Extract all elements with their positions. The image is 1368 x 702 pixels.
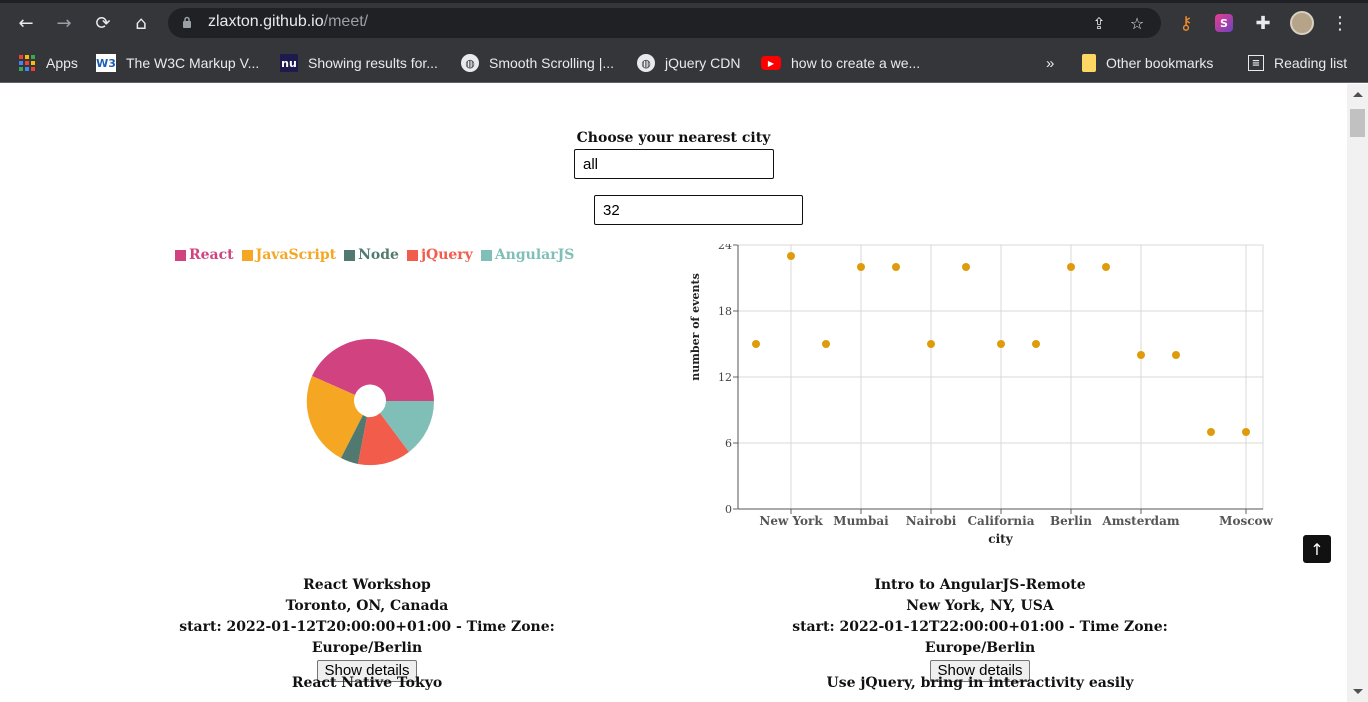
url-text: zlaxton.github.io/meet/ (208, 13, 369, 30)
pie-legend: React JavaScript Node jQuery AngularJS (175, 247, 582, 263)
home-icon[interactable]: ⌂ (135, 12, 147, 34)
address-bar[interactable]: zlaxton.github.io/meet/ ⇪ ☆ (168, 8, 1161, 38)
x-tick-label: Mumbai (833, 514, 889, 528)
scatter-point (1172, 351, 1180, 359)
y-tick-label: 24 (718, 244, 732, 252)
city-select-label: Choose your nearest city (576, 130, 771, 146)
bookmark-youtube[interactable]: ▶ how to create a we... (761, 53, 920, 73)
scrollbar-thumb[interactable] (1350, 109, 1365, 137)
reading-list-button[interactable]: ≡ Reading list (1248, 53, 1347, 73)
y-axis-label: number of events (689, 273, 702, 381)
bookmark-star-icon[interactable]: ☆ (1129, 13, 1145, 33)
forward-icon[interactable]: → (56, 12, 72, 34)
event-title: React Native Tokyo (291, 675, 443, 691)
scatter-point (857, 263, 865, 271)
folder-icon (1082, 54, 1096, 72)
number-of-events-input[interactable] (594, 195, 803, 225)
scatter-point (892, 263, 900, 271)
bookmarks-overflow-button[interactable]: » (1046, 54, 1055, 72)
scatter-point (1207, 428, 1215, 436)
bookmarks-bar: Apps W3 The W3C Markup V... nu Showing r… (0, 43, 1368, 83)
genre-pie-chart (306, 338, 435, 466)
x-tick-label: California (968, 514, 1035, 528)
back-icon[interactable]: ← (18, 12, 34, 34)
event-location: New York, NY, USA (906, 598, 1054, 614)
scatter-point (822, 340, 830, 348)
pie-slice-react (312, 338, 434, 401)
y-tick-label: 0 (725, 503, 732, 516)
scatter-plot-area: 0 6 12 18 24 New York Mumbai Nairobi California B… (689, 244, 1274, 546)
x-tick-label: Moscow (1219, 514, 1273, 528)
page-content: Choose your nearest city React JavaScrip… (0, 84, 1347, 702)
apps-grid-icon (18, 54, 36, 72)
legend-item-node: Node (344, 247, 399, 263)
extension-s-icon[interactable]: S (1210, 9, 1238, 37)
event-start: start: 2022-01-12T22:00:00+01:00 - Time … (792, 619, 1168, 656)
bookmark-apps[interactable]: Apps (18, 53, 78, 73)
event-title: Intro to AngularJS-Remote (874, 577, 1086, 593)
pie-slice-jquery (358, 413, 409, 466)
y-tick-label: 12 (718, 371, 732, 384)
x-tick-label: New York (759, 514, 823, 528)
browser-toolbar: ← → ⟳ ⌂ zlaxton.github.io/meet/ ⇪ ☆ ⚷ S … (0, 3, 1368, 43)
x-tick-label: Berlin (1050, 514, 1092, 528)
bookmark-w3c[interactable]: W3 The W3C Markup V... (96, 54, 260, 72)
w3c-icon: W3 (96, 54, 116, 72)
scroll-to-top-button[interactable]: ↑ (1303, 535, 1331, 563)
x-tick-label: Amsterdam (1101, 514, 1179, 528)
scroll-down-arrow-icon[interactable] (1353, 689, 1363, 694)
scroll-up-arrow-icon[interactable] (1353, 92, 1363, 97)
legend-item-react: React (175, 247, 234, 263)
y-tick-label: 18 (718, 305, 732, 318)
menu-kebab-icon[interactable]: ⋮ (1331, 12, 1349, 34)
bookmark-smooth-scrolling[interactable]: ◍ Smooth Scrolling |... (461, 53, 614, 73)
reload-icon[interactable]: ⟳ (95, 12, 111, 34)
key-extension-icon[interactable]: ⚷ (1179, 12, 1193, 34)
bookmark-other[interactable]: Other bookmarks (1082, 53, 1213, 73)
profile-avatar[interactable] (1288, 9, 1316, 37)
pie-slice-javascript (306, 376, 363, 458)
nu-icon: nu (280, 54, 298, 72)
scatter-point (1137, 351, 1145, 359)
scatter-point (1032, 340, 1040, 348)
page-scrollbar[interactable] (1347, 84, 1368, 702)
event-start: start: 2022-01-12T20:00:00+01:00 - Time … (179, 619, 555, 656)
legend-item-javascript: JavaScript (241, 247, 336, 263)
scatter-point (997, 340, 1005, 348)
show-details-button[interactable]: Show details (930, 660, 1030, 682)
x-tick-label: Nairobi (906, 514, 957, 528)
share-icon[interactable]: ⇪ (1092, 13, 1106, 33)
scatter-point (962, 263, 970, 271)
scatter-point (1102, 263, 1110, 271)
pie-slice-node (341, 415, 367, 464)
globe-icon: ◍ (461, 54, 479, 72)
x-axis-label: city (988, 532, 1013, 546)
scatter-point (1242, 428, 1250, 436)
y-tick-label: 6 (725, 437, 732, 450)
scatter-point (787, 252, 795, 260)
event-title: Use jQuery, bring in interactivity easil… (826, 675, 1134, 691)
reading-list-icon: ≡ (1248, 55, 1264, 71)
city-search-input[interactable] (574, 149, 774, 179)
event-card: React Workshop Toronto, ON, Canada start… (147, 575, 587, 682)
tab-strip (0, 0, 1368, 3)
globe-icon: ◍ (637, 54, 655, 72)
show-details-button[interactable]: Show details (317, 660, 417, 682)
event-location: Toronto, ON, Canada (285, 598, 449, 614)
scatter-point (1067, 263, 1075, 271)
event-card: Intro to AngularJS-Remote New York, NY, … (750, 575, 1210, 682)
legend-item-angularjs: AngularJS (480, 247, 574, 263)
legend-item-jquery: jQuery (406, 247, 473, 263)
youtube-icon: ▶ (761, 56, 781, 70)
event-title: React Workshop (303, 577, 431, 593)
bookmark-jquery-cdn[interactable]: ◍ jQuery CDN (637, 53, 740, 73)
lock-icon (183, 16, 191, 28)
events-scatter-chart: 0 6 12 18 24 New York Mumbai Nairobi California B… (689, 244, 1274, 546)
bookmark-nu[interactable]: nu Showing results for... (280, 54, 438, 72)
pie-slice-angularjs (380, 401, 435, 452)
scatter-point (752, 340, 760, 348)
extensions-puzzle-icon[interactable]: ✚ (1255, 12, 1271, 34)
scatter-point (927, 340, 935, 348)
